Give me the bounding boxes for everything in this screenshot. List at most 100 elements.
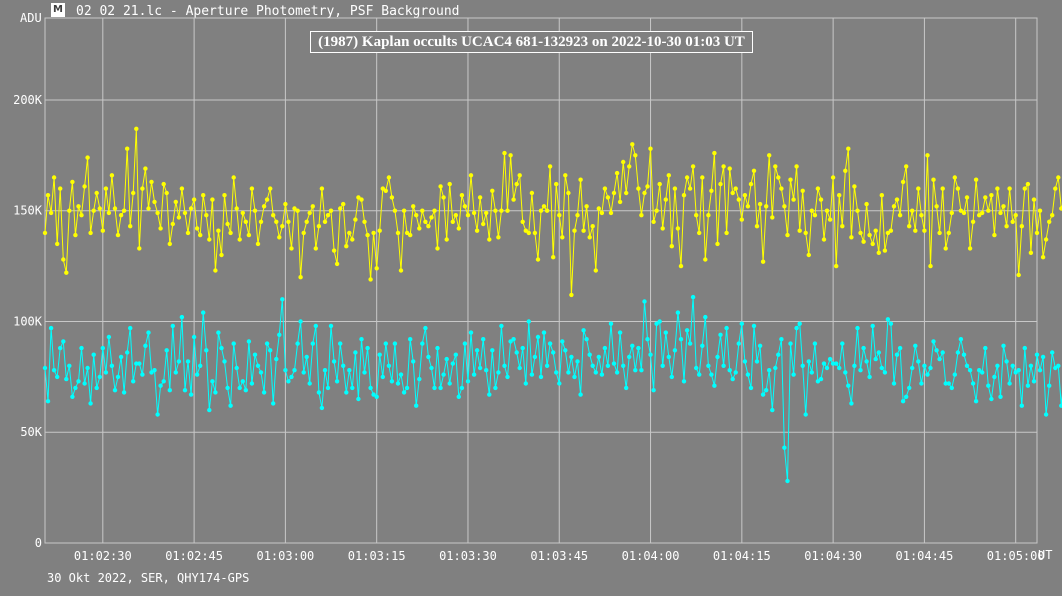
series-line [44, 297, 1062, 482]
data-point [706, 213, 711, 218]
data-point [989, 193, 994, 198]
data-point [76, 379, 81, 384]
series-layer [42, 126, 1062, 484]
data-point [198, 232, 203, 238]
data-point [316, 390, 322, 395]
data-point [143, 166, 148, 171]
data-point [444, 237, 449, 242]
data-point [572, 228, 577, 233]
data-point [852, 184, 857, 189]
data-point [344, 244, 349, 249]
data-point [678, 263, 684, 269]
data-point [417, 226, 422, 231]
data-point [359, 197, 364, 202]
data-point [697, 230, 702, 236]
y-tick-label: 200K [13, 93, 43, 107]
data-point [225, 385, 230, 391]
data-point [341, 201, 346, 207]
data-point [660, 226, 665, 231]
data-point [286, 219, 291, 224]
data-point [526, 319, 531, 324]
data-point [401, 208, 407, 213]
data-point [867, 232, 872, 238]
data-point [185, 359, 191, 364]
data-point [477, 365, 483, 371]
x-tick-label: 01:04:15 [713, 549, 771, 563]
data-point [754, 359, 760, 364]
data-point [907, 385, 912, 391]
data-point [599, 372, 605, 377]
data-point [73, 385, 78, 391]
data-point [118, 213, 124, 218]
data-point [79, 213, 84, 218]
data-point [350, 237, 355, 242]
data-point [955, 186, 961, 191]
data-point [383, 341, 388, 346]
data-point [809, 208, 814, 213]
data-point [307, 381, 312, 386]
data-point [794, 325, 799, 331]
data-point [633, 153, 638, 158]
data-point [155, 210, 160, 216]
data-point [404, 230, 410, 236]
data-point [532, 354, 538, 360]
data-point [663, 330, 668, 335]
data-point [876, 350, 881, 355]
data-point [767, 153, 772, 158]
y-tick-label: 0 [35, 536, 42, 550]
data-point [371, 392, 376, 397]
data-point [934, 204, 939, 209]
data-point [639, 368, 644, 373]
data-point [283, 368, 288, 373]
data-point [371, 230, 376, 236]
data-point [149, 179, 154, 185]
data-point [669, 374, 674, 380]
data-point [742, 193, 748, 198]
data-point [681, 379, 687, 384]
data-point [368, 385, 373, 391]
data-point [739, 321, 744, 326]
data-point [1040, 255, 1046, 260]
data-point [191, 334, 197, 340]
data-point [697, 372, 702, 377]
data-point [365, 345, 370, 351]
data-point [210, 379, 215, 384]
data-point [745, 372, 751, 377]
data-point [447, 381, 452, 386]
data-point [1059, 206, 1062, 211]
data-point [1056, 175, 1061, 180]
data-point [459, 193, 465, 198]
data-point [201, 310, 206, 315]
data-point [663, 197, 668, 202]
data-point [952, 175, 957, 180]
data-point [246, 232, 252, 238]
data-point [255, 363, 261, 368]
data-point [271, 401, 276, 406]
data-point [593, 268, 598, 273]
data-point [961, 210, 967, 216]
data-point [185, 230, 191, 236]
data-point [919, 213, 924, 218]
data-point [910, 365, 915, 371]
data-point [900, 399, 906, 404]
data-point [569, 354, 574, 360]
data-point [715, 354, 720, 360]
data-point [584, 204, 589, 209]
data-point [627, 354, 632, 360]
data-point [249, 186, 255, 191]
data-point [426, 354, 431, 360]
data-point [897, 213, 903, 218]
data-point [258, 219, 264, 224]
data-point [429, 365, 434, 371]
data-point [873, 228, 878, 233]
data-point [593, 370, 598, 375]
data-point [213, 390, 218, 395]
data-point [751, 168, 757, 173]
data-point [176, 215, 182, 220]
data-point [846, 146, 851, 151]
data-point [654, 208, 659, 213]
data-point [703, 314, 708, 320]
x-tick-label: 01:04:00 [622, 549, 680, 563]
data-point [42, 230, 48, 236]
data-point [785, 478, 790, 484]
